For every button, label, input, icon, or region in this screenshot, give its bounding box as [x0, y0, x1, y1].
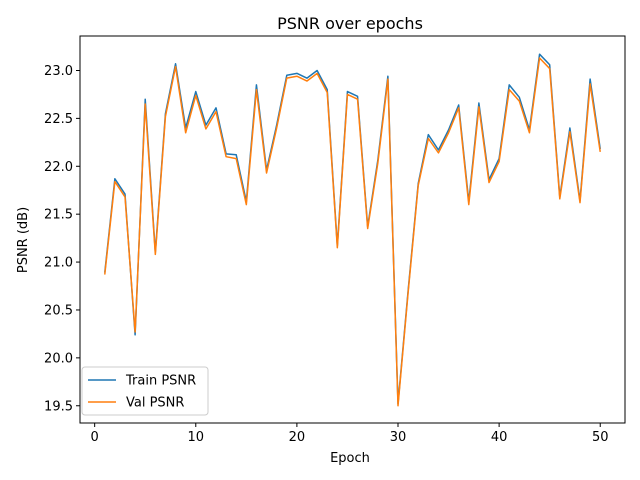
- x-tick-label: 20: [289, 430, 306, 445]
- x-tick-label: 40: [491, 430, 508, 445]
- chart-title: PSNR over epochs: [277, 14, 423, 33]
- series-line-val-psnr: [104, 57, 601, 407]
- axes: 0 10 20 30 40 50 19.5 20.0 20.5 21.0 21.5 22.0 22.5 2…: [44, 35, 626, 445]
- legend-label-val-psnr: Val PSNR: [126, 396, 184, 411]
- axes-frame: [79, 35, 626, 424]
- y-tick-label: 22.5: [44, 112, 73, 127]
- y-tick-label: 22.0: [44, 160, 73, 175]
- x-tick-label: 10: [188, 430, 205, 445]
- x-axis-label: Epoch: [330, 451, 370, 466]
- y-tick-label: 20.0: [44, 351, 73, 366]
- series-line-train-psnr: [104, 53, 601, 405]
- legend-label-train-psnr: Train PSNR: [125, 374, 196, 389]
- x-tick-label: 50: [592, 430, 609, 445]
- plot-area: [104, 53, 601, 407]
- y-tick-label: 19.5: [44, 399, 73, 414]
- x-tick-label: 30: [390, 430, 407, 445]
- legend-box: [81, 366, 209, 416]
- legend: Train PSNR Val PSNR: [81, 366, 209, 416]
- y-tick-label: 21.0: [44, 256, 73, 271]
- y-axis-label: PSNR (dB): [16, 207, 31, 273]
- x-tick-label: 0: [91, 430, 99, 445]
- y-tick-label: 21.5: [44, 208, 73, 223]
- y-tick-label: 23.0: [44, 64, 73, 79]
- y-tick-label: 20.5: [44, 303, 73, 318]
